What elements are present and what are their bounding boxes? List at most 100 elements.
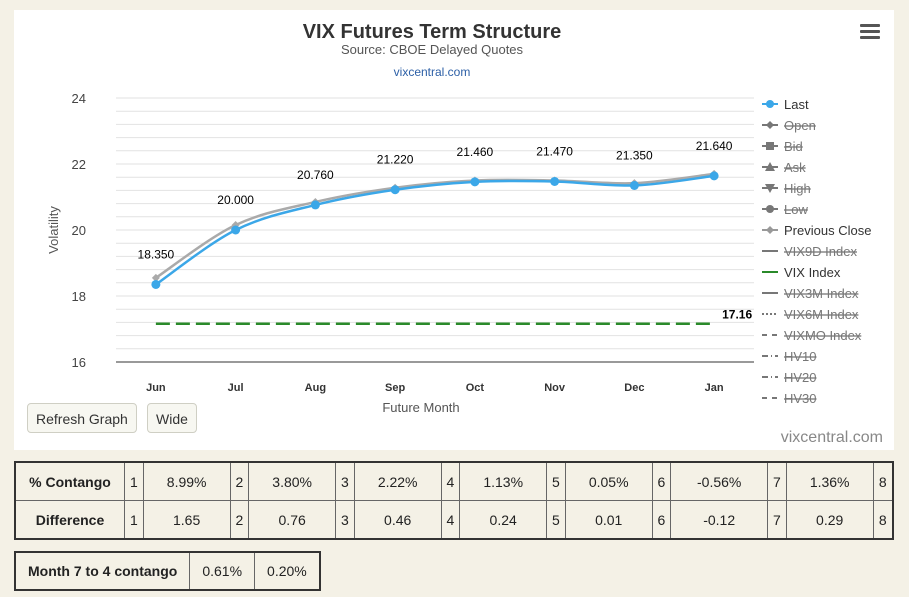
data-label: 20.000 (217, 193, 254, 207)
month-index-cell: 4 (440, 500, 461, 540)
last-point (390, 185, 400, 195)
legend-label: Ask (784, 160, 806, 175)
legend-item[interactable]: High (762, 181, 811, 196)
data-label: 21.350 (616, 148, 653, 162)
table-row: % Contango 1 8.99% 2 3.80% 3 2.22% 4 1.13% 5 0.05%… (14, 461, 894, 501)
legend-item[interactable]: VIX6M Index (762, 307, 859, 322)
value-cell: 2.22% (353, 461, 442, 501)
month-index-cell: 1 (124, 500, 144, 540)
month-index-cell: 7 (767, 500, 787, 540)
chart-title: VIX Futures Term Structure (303, 21, 562, 43)
legend-label: VIX6M Index (784, 307, 859, 322)
chart-subtitle: Source: CBOE Delayed Quotes (341, 42, 524, 57)
legend-label: VIX9D Index (784, 244, 857, 259)
value-cell: 1.65 (142, 500, 231, 540)
legend-label: Open (784, 118, 816, 133)
legend-symbol (766, 121, 774, 129)
last-point (470, 177, 480, 187)
value-cell: 0.24 (459, 500, 548, 540)
previous-close-line (155, 172, 715, 279)
month-index-cell: 8 (872, 500, 894, 540)
month-index-cell: 5 (546, 461, 566, 501)
month-index-cell: 3 (335, 500, 355, 540)
legend-item[interactable]: Last (762, 97, 809, 112)
last-point (550, 176, 560, 186)
value-cell: 0.29 (785, 500, 874, 540)
month-index-cell: 2 (229, 500, 250, 540)
month-index-cell: 3 (335, 461, 355, 501)
y-tick-label: 18 (72, 289, 86, 304)
month-index-cell: 7 (767, 461, 787, 501)
y-axis-title: Volatility (46, 206, 61, 254)
month-table-value: 0.61% (189, 551, 256, 591)
month-index-cell: 6 (651, 500, 672, 540)
row-label: % Contango (14, 461, 125, 501)
legend-label: Low (784, 202, 808, 217)
value-cell: -0.12 (670, 500, 769, 540)
legend-label: High (784, 181, 811, 196)
x-tick-label: Jul (228, 382, 244, 394)
data-label: 21.470 (536, 144, 573, 158)
hamburger-menu-icon[interactable] (860, 24, 880, 40)
legend-symbol (765, 184, 775, 193)
value-cell: 0.46 (353, 500, 442, 540)
vix-index-label: 17.16 (722, 308, 752, 322)
legend-symbol (766, 226, 774, 234)
vix-term-structure-chart: VIX Futures Term Structure Source: CBOE … (46, 21, 871, 415)
month-table-label: Month 7 to 4 contango (14, 551, 191, 591)
legend-item[interactable]: Open (762, 118, 816, 133)
legend-item[interactable]: Bid (762, 139, 803, 154)
table-row: Month 7 to 4 contango 0.61% 0.20% (14, 551, 321, 591)
x-tick-label: Aug (305, 382, 326, 394)
value-cell: 8.99% (142, 461, 231, 501)
legend-item[interactable]: VIXMO Index (762, 328, 862, 343)
legend-item[interactable]: HV30 (762, 391, 817, 406)
legend-label: HV10 (784, 349, 817, 364)
legend-item[interactable]: Ask (762, 160, 806, 175)
axes: 16 18 20 22 24 Jun Jul Aug Sep Oct Nov Dec Jan (72, 91, 724, 394)
table-row: Difference 1 1.65 2 0.76 3 0.46 4 0.24 5 0.01 6 -0.1… (14, 500, 894, 540)
legend-label: VIX Index (784, 265, 841, 280)
month-index-cell: 6 (651, 461, 672, 501)
data-label: 18.350 (138, 247, 175, 261)
legend-item[interactable]: VIX3M Index (762, 286, 859, 301)
legend-item[interactable]: VIX Index (762, 265, 841, 280)
chart-credit-link[interactable]: vixcentral.com (394, 65, 471, 79)
legend[interactable]: Last Open Bid Ask High Low Previous Close VIX9D… (762, 97, 871, 406)
series: 17.16 18.350 20.000 20.760 21.220 21.460 21.47… (138, 139, 752, 325)
previous-close-point (151, 273, 160, 282)
x-tick-label: Sep (385, 382, 405, 394)
chart-panel: VIX Futures Term Structure Source: CBOE … (14, 10, 894, 450)
contango-table: % Contango 1 8.99% 2 3.80% 3 2.22% 4 1.13% 5 0.05%… (14, 461, 894, 540)
refresh-graph-button[interactable]: Refresh Graph (27, 403, 137, 433)
x-tick-label: Oct (466, 382, 485, 394)
value-cell: 1.36% (785, 461, 874, 501)
month-index-cell: 8 (872, 461, 894, 501)
legend-item[interactable]: HV20 (762, 370, 817, 385)
x-tick-label: Jan (705, 382, 724, 394)
legend-item[interactable]: HV10 (762, 349, 817, 364)
month-7-to-4-table: Month 7 to 4 contango 0.61% 0.20% (14, 551, 321, 591)
last-point (231, 225, 241, 235)
legend-label: Bid (784, 139, 803, 154)
value-cell: -0.56% (670, 461, 769, 501)
legend-symbol (765, 162, 775, 171)
legend-label: HV20 (784, 370, 817, 385)
legend-item[interactable]: Previous Close (762, 223, 871, 238)
legend-label: Last (784, 97, 809, 112)
value-cell: 0.01 (564, 500, 653, 540)
data-label: 20.760 (297, 168, 334, 182)
last-point (709, 171, 719, 181)
wide-button[interactable]: Wide (147, 403, 197, 433)
legend-item[interactable]: VIX9D Index (762, 244, 857, 259)
grid-lines (116, 97, 754, 363)
legend-label: HV30 (784, 391, 817, 406)
legend-symbol (766, 205, 774, 213)
legend-symbol (766, 100, 774, 108)
y-tick-label: 24 (72, 91, 86, 106)
x-tick-label: Jun (146, 382, 166, 394)
x-tick-label: Dec (624, 382, 644, 394)
legend-item[interactable]: Low (762, 202, 808, 217)
value-cell: 0.76 (248, 500, 337, 540)
x-tick-label: Nov (544, 382, 566, 394)
